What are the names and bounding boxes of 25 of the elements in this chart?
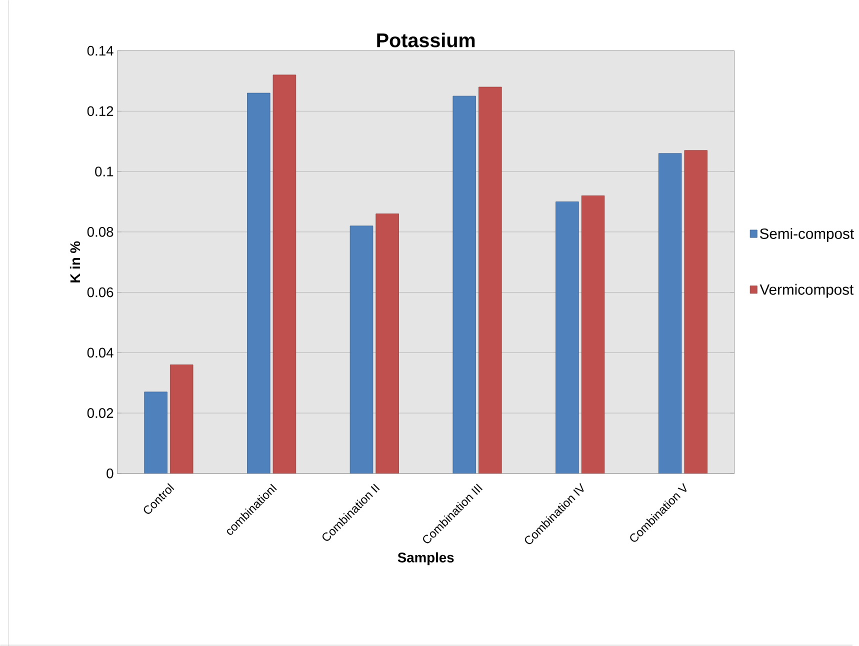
- bar: [272, 74, 296, 474]
- x-axis-title: Samples: [398, 552, 454, 566]
- legend-label: Semi-compost: [760, 228, 854, 242]
- y-tick-label: 0.02: [87, 408, 114, 418]
- y-tick-label: 0: [106, 468, 114, 478]
- bar: [376, 213, 399, 474]
- y-tick-label: 0.06: [87, 287, 114, 298]
- bar: [684, 150, 708, 474]
- bar: [658, 153, 682, 474]
- bar: [144, 392, 168, 474]
- bar: [581, 195, 605, 474]
- y-tick-label: 0.12: [87, 106, 114, 116]
- y-tick-label: 0.14: [87, 46, 114, 56]
- bar: [247, 92, 270, 474]
- bar: [170, 364, 194, 474]
- legend-label: Vermicompost: [760, 284, 854, 298]
- y-tick-label: 0.08: [87, 226, 114, 237]
- bar: [556, 201, 579, 474]
- y-axis-title: K in %: [70, 241, 80, 282]
- y-tick-label: 0.04: [87, 348, 114, 358]
- bar: [350, 226, 374, 474]
- chart-title: Potassium: [377, 32, 475, 48]
- bar: [478, 86, 502, 474]
- y-tick-label: 0.1: [95, 166, 114, 176]
- bar: [452, 96, 476, 474]
